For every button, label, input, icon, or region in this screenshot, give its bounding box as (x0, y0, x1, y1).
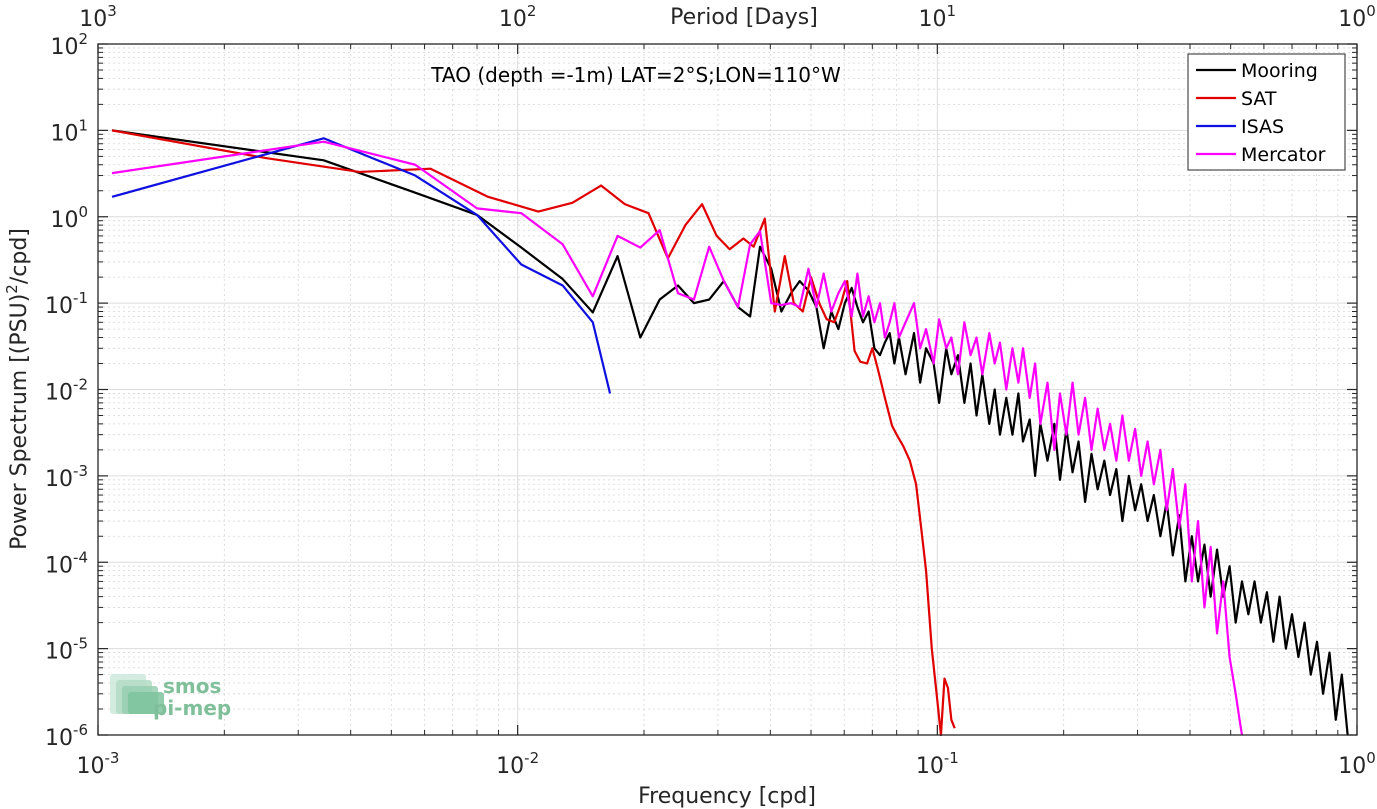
y-axis-label-suffix: /cpd] (7, 228, 32, 284)
tick-label-y: 10-4 (45, 548, 88, 578)
legend-label-mooring: Mooring (1241, 60, 1318, 82)
top-axis-label: Period [Days] (670, 5, 818, 30)
tick-label-y: 10-2 (45, 376, 88, 406)
tick-label-top: 102 (499, 2, 537, 32)
series-line-mooring (111, 129, 1349, 736)
tick-label-y: 102 (50, 30, 88, 60)
tick-marks (97, 43, 1358, 736)
chart-title: TAO (depth =-1m) LAT=2°S;LON=110°W (430, 63, 841, 87)
legend-label-mercator: Mercator (1241, 144, 1326, 166)
tick-label-top: 101 (919, 2, 957, 32)
y-axis-label-main: Power Spectrum [(PSU) (7, 294, 32, 550)
tick-label-y: 10-3 (45, 462, 88, 492)
legend-label-isas: ISAS (1241, 116, 1284, 138)
tick-label-x: 100 (1338, 749, 1376, 779)
x-axis-label: Frequency [cpd] (638, 784, 816, 809)
y-axis-label: Power Spectrum [(PSU)2/cpd] (3, 228, 32, 550)
watermark-text-1: smos (163, 674, 221, 698)
tick-label-top: 100 (1338, 2, 1376, 32)
tick-label-x: 10-3 (77, 749, 120, 779)
legend-label-sat: SAT (1241, 88, 1277, 110)
tick-label-x: 10-1 (916, 749, 959, 779)
tick-label-y: 101 (50, 116, 88, 146)
tick-label-y: 10-6 (45, 721, 88, 751)
legend: Mooring SAT ISAS Mercator (1187, 53, 1346, 171)
y-axis-label-sup: 2 (3, 284, 21, 294)
tick-label-top: 103 (79, 2, 117, 32)
tick-label-x: 10-2 (496, 749, 539, 779)
legend-box (1187, 53, 1346, 171)
series-line-sat (111, 129, 956, 737)
tick-label-y: 10-5 (45, 635, 88, 665)
tick-label-y: 10-1 (45, 289, 88, 319)
grid (98, 44, 1357, 735)
tick-label-y: 100 (50, 203, 88, 233)
series-line-mercator (111, 140, 1244, 736)
watermark-text-2: pi-mep (153, 696, 231, 720)
series-group (111, 129, 1349, 737)
watermark-layer (128, 692, 164, 714)
